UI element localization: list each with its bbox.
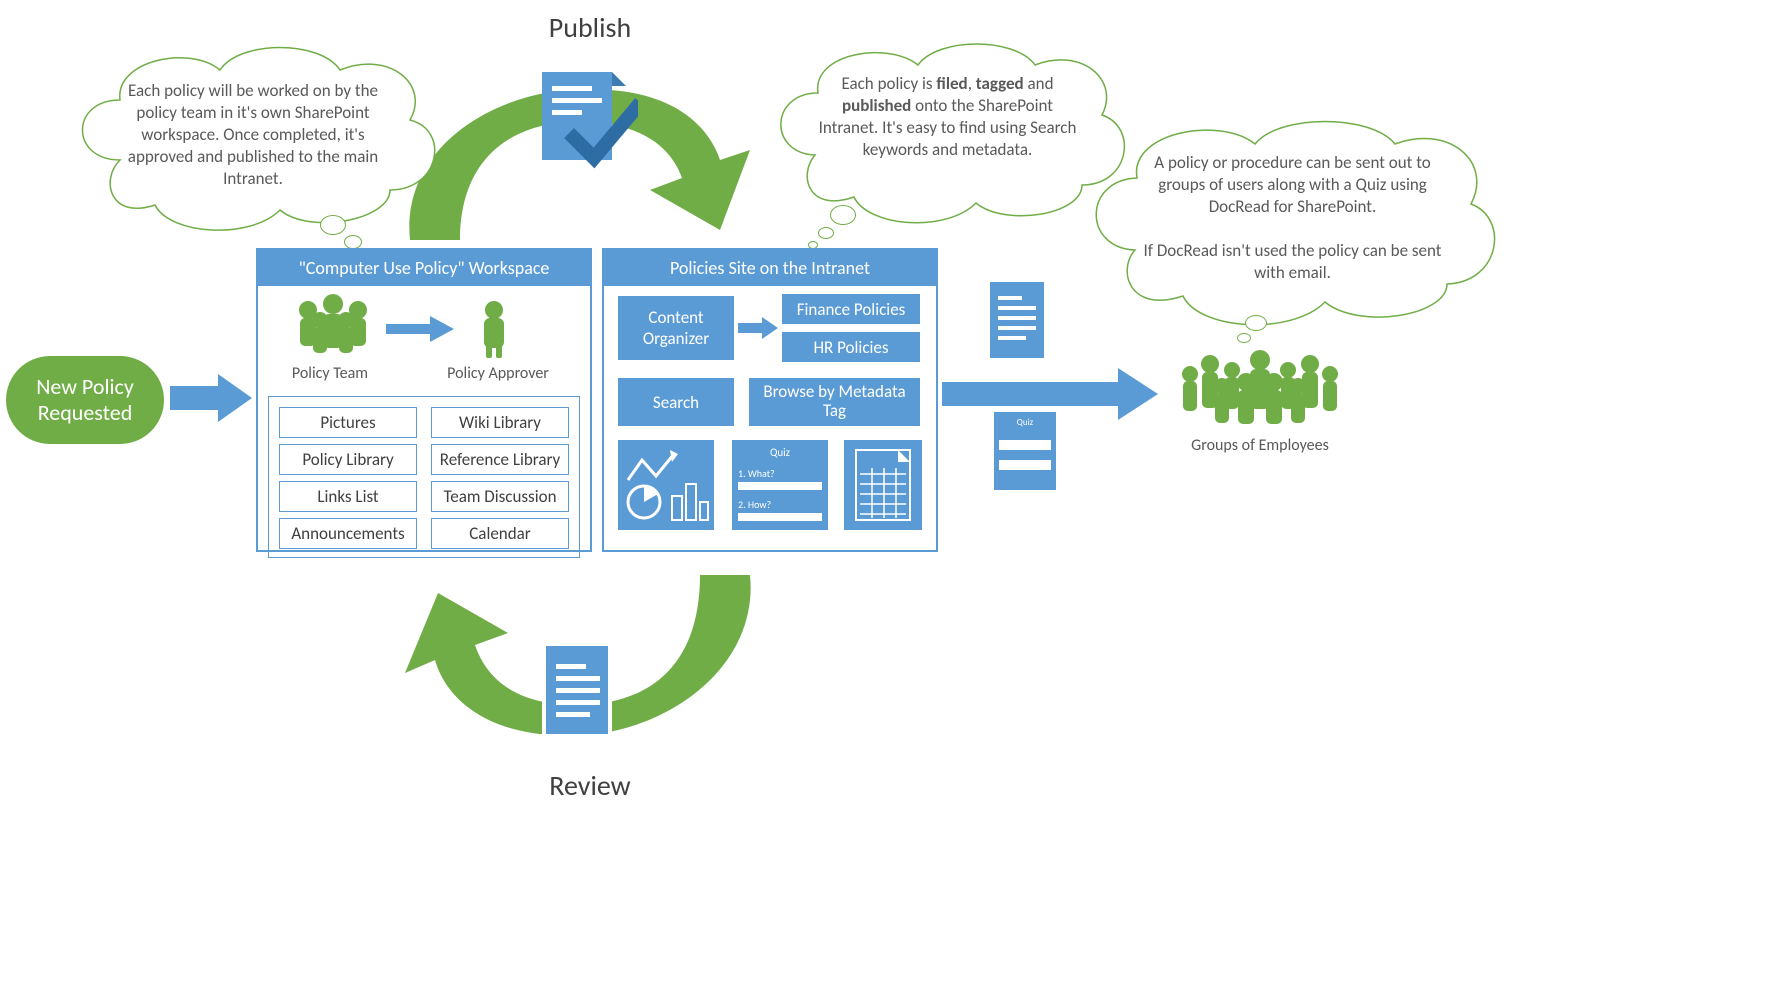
chip-pictures: Pictures: [279, 407, 417, 438]
workspace-panel: "Computer Use Policy" Workspace Policy T…: [256, 248, 592, 552]
policy-team-label: Policy Team: [270, 364, 390, 383]
chip-policy-library: Policy Library: [279, 444, 417, 475]
arrow-team-to-approver: [386, 314, 456, 344]
employees-icon: [1170, 346, 1350, 441]
arrow-start-to-workspace: [170, 370, 256, 426]
review-label: Review: [510, 768, 670, 803]
sent-quiz-icon: Quiz: [994, 412, 1056, 490]
cloud-docread-text: A policy or procedure can be sent out to…: [1130, 152, 1455, 285]
workspace-panel-title: "Computer Use Policy" Workspace: [258, 250, 590, 286]
policy-team-icon: [288, 290, 378, 367]
chip-team-discussion: Team Discussion: [431, 481, 569, 512]
chip-browse-metadata: Browse by Metadata Tag: [749, 378, 920, 426]
publish-label: Publish: [510, 10, 670, 45]
chip-reference-library: Reference Library: [431, 444, 569, 475]
intranet-panel: Policies Site on the Intranet Content Or…: [602, 248, 938, 552]
chip-finance-policies: Finance Policies: [782, 294, 920, 324]
start-node: New Policy Requested: [6, 356, 164, 444]
sent-document-icon: [986, 278, 1056, 367]
quiz-icon-card: Quiz 1. What? 2. How?: [732, 440, 828, 530]
spreadsheet-icon-card: [844, 440, 922, 530]
chip-content-organizer: Content Organizer: [618, 296, 734, 360]
chip-wiki: Wiki Library: [431, 407, 569, 438]
chip-links-list: Links List: [279, 481, 417, 512]
cloud-workspace-text: Each policy will be worked on by the pol…: [108, 80, 398, 190]
policy-approver-icon: [474, 298, 514, 365]
chart-icon-card: [618, 440, 714, 530]
intranet-panel-title: Policies Site on the Intranet: [604, 250, 936, 286]
policy-approver-label: Policy Approver: [438, 364, 558, 383]
chip-calendar: Calendar: [431, 518, 569, 549]
document-icon: [540, 640, 624, 745]
cloud-workspace: Each policy will be worked on by the pol…: [60, 40, 440, 240]
cloud-intranet-text: Each policy is filed, tagged and publish…: [815, 73, 1080, 161]
chip-hr-policies: HR Policies: [782, 332, 920, 362]
chip-announcements: Announcements: [279, 518, 417, 549]
arrow-organizer: [738, 316, 778, 340]
document-check-icon: [528, 66, 638, 181]
employees-label: Groups of Employees: [1168, 436, 1352, 455]
chip-search: Search: [618, 378, 734, 426]
cloud-docread: A policy or procedure can be sent out to…: [1075, 110, 1505, 340]
